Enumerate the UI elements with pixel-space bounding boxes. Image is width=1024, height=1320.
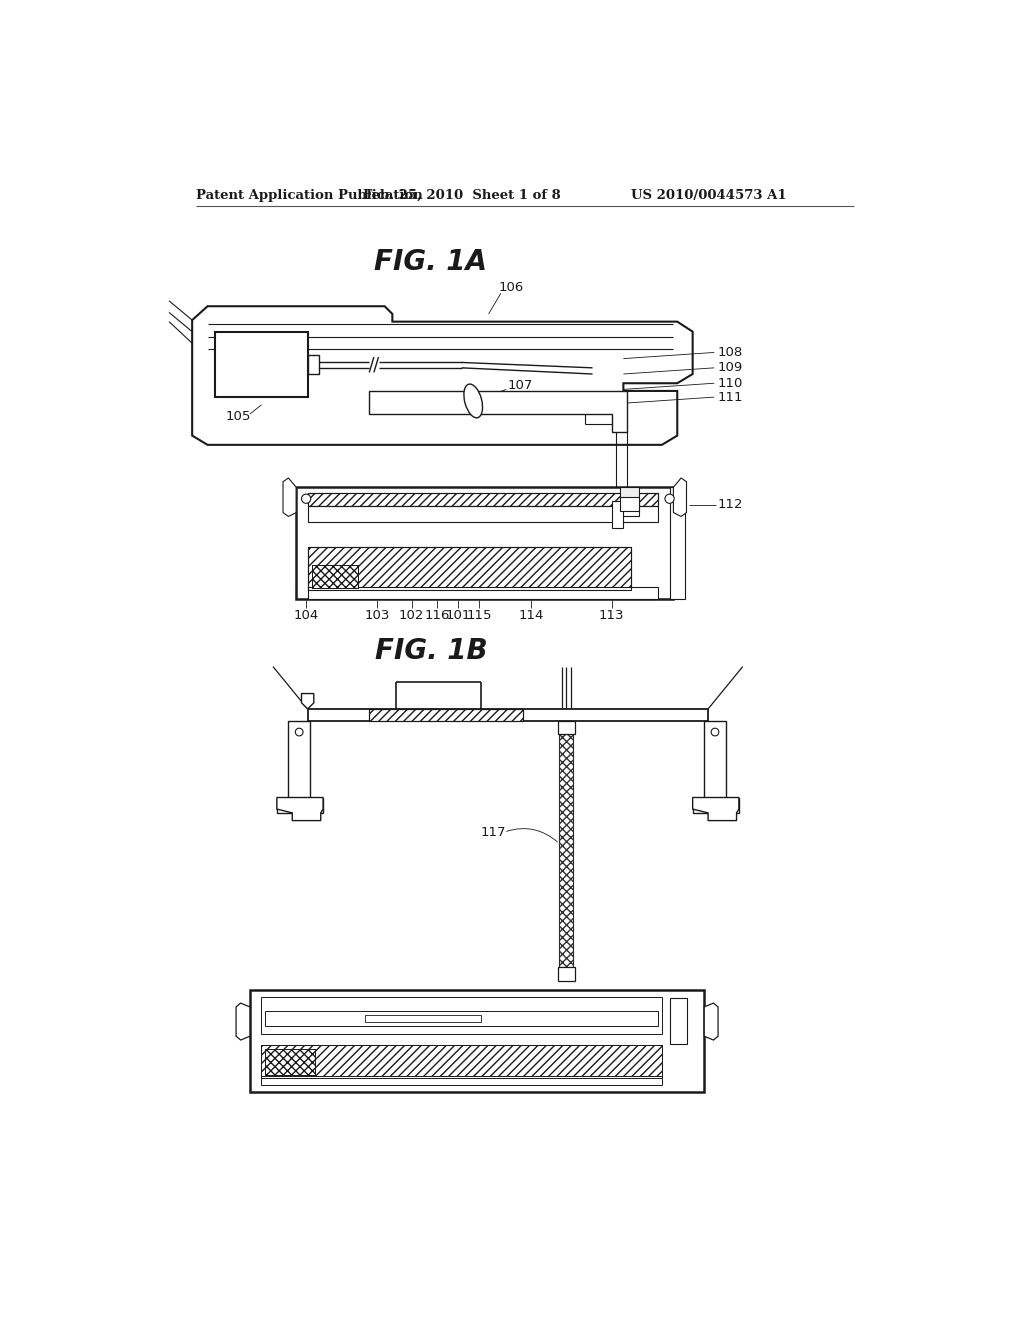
Bar <box>692 797 739 813</box>
Text: 109: 109 <box>717 362 742 375</box>
Bar <box>265 1011 658 1026</box>
Bar <box>611 502 624 528</box>
Text: 116: 116 <box>424 609 450 622</box>
Bar <box>261 997 662 1034</box>
Circle shape <box>295 729 303 737</box>
Text: FIG. 1B: FIG. 1B <box>375 638 487 665</box>
Bar <box>307 548 631 590</box>
Circle shape <box>301 494 310 503</box>
Bar <box>370 709 523 721</box>
Polygon shape <box>692 797 739 821</box>
Bar <box>261 1045 662 1077</box>
Bar <box>311 565 357 589</box>
Text: US 2010/0044573 A1: US 2010/0044573 A1 <box>631 189 786 202</box>
Bar <box>307 548 631 590</box>
Text: 101: 101 <box>445 609 470 622</box>
Bar <box>215 331 307 397</box>
Text: 104: 104 <box>294 609 318 622</box>
Text: 107: 107 <box>508 379 534 392</box>
Bar <box>705 721 726 797</box>
Bar <box>670 998 686 1044</box>
Text: 113: 113 <box>599 609 625 622</box>
Bar <box>261 1076 662 1085</box>
Bar <box>265 1048 315 1074</box>
Bar <box>250 990 705 1092</box>
Ellipse shape <box>464 384 482 418</box>
Polygon shape <box>283 478 296 516</box>
Bar <box>289 721 310 797</box>
Text: 112: 112 <box>717 499 742 511</box>
Bar <box>558 721 574 734</box>
Bar <box>311 565 357 589</box>
Text: 102: 102 <box>399 609 424 622</box>
Polygon shape <box>301 693 313 709</box>
Circle shape <box>711 729 719 737</box>
Bar <box>307 507 658 521</box>
Bar <box>620 487 639 499</box>
Text: FIG. 1A: FIG. 1A <box>375 248 487 276</box>
Polygon shape <box>237 1003 250 1040</box>
Text: Feb. 25, 2010  Sheet 1 of 8: Feb. 25, 2010 Sheet 1 of 8 <box>362 189 560 202</box>
Polygon shape <box>670 487 685 599</box>
Polygon shape <box>370 391 628 432</box>
Polygon shape <box>193 306 692 445</box>
Bar <box>620 498 639 511</box>
Text: 108: 108 <box>717 346 742 359</box>
Text: 117: 117 <box>481 825 507 838</box>
Bar <box>370 709 523 721</box>
Bar <box>615 502 639 516</box>
Text: 111: 111 <box>717 391 742 404</box>
Circle shape <box>665 494 674 503</box>
Bar <box>307 709 708 721</box>
Bar <box>558 966 574 981</box>
Bar <box>559 734 573 966</box>
Text: 103: 103 <box>365 609 390 622</box>
Polygon shape <box>276 797 323 821</box>
Bar <box>265 1048 315 1074</box>
Polygon shape <box>674 478 686 516</box>
Bar <box>559 734 573 966</box>
Text: 110: 110 <box>717 376 742 389</box>
Bar <box>261 1045 662 1077</box>
Text: 105: 105 <box>225 409 251 422</box>
Bar <box>307 492 658 507</box>
Bar <box>366 1015 481 1022</box>
Polygon shape <box>705 1003 718 1040</box>
Bar <box>307 587 658 599</box>
Bar <box>265 1011 658 1026</box>
Bar <box>307 492 658 507</box>
Bar <box>276 797 323 813</box>
Text: 114: 114 <box>518 609 544 622</box>
Bar <box>307 355 319 374</box>
Text: 106: 106 <box>499 281 524 294</box>
Bar <box>296 487 674 599</box>
Text: Patent Application Publication: Patent Application Publication <box>196 189 423 202</box>
Text: 115: 115 <box>467 609 493 622</box>
